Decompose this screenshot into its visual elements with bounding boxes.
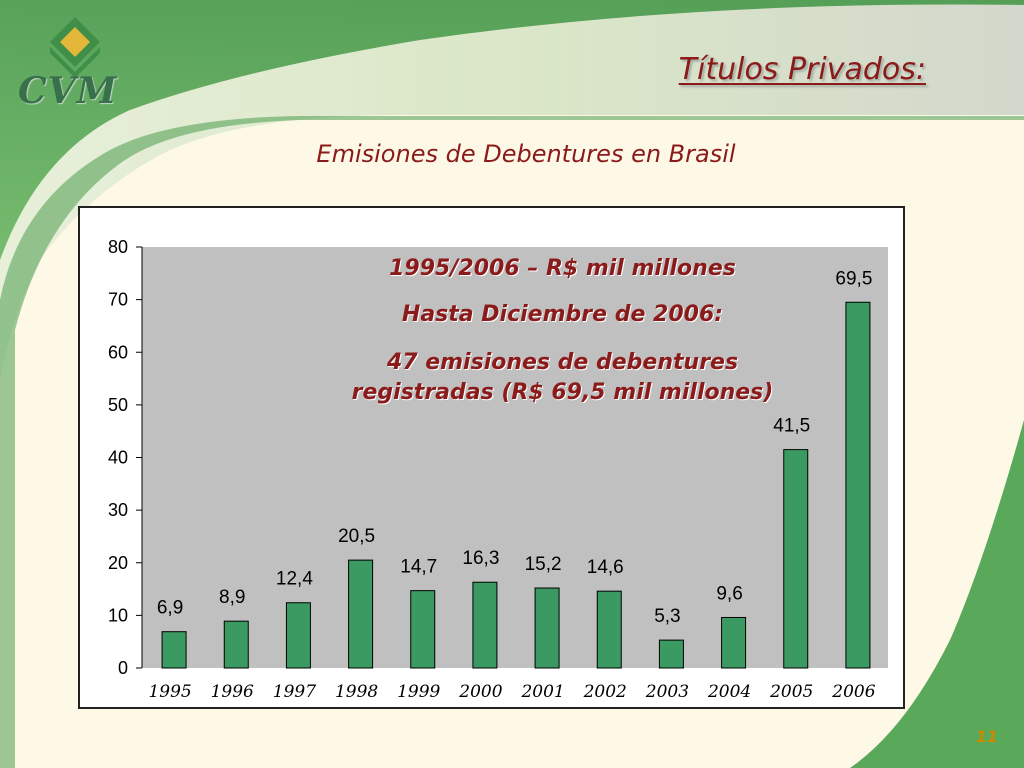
x-tick-label-2001: 2001 (520, 682, 564, 702)
y-tick-label: 0 (118, 658, 128, 678)
right-swoosh (850, 420, 1024, 768)
bar-2001 (534, 587, 560, 669)
data-label-2003: 5,3 (654, 606, 680, 627)
x-tick-label-2000: 2000 (458, 682, 502, 702)
cvm-diamond-logo-icon (50, 17, 100, 78)
data-label-1995: 6,9 (157, 598, 183, 619)
y-tick-label: 40 (108, 448, 128, 468)
bar-1997 (285, 602, 311, 669)
x-tick-label-1996: 1996 (211, 682, 254, 702)
data-label-2001: 15,2 (525, 554, 562, 575)
logo-text: CVM (18, 70, 118, 112)
bar-2003 (658, 639, 684, 669)
x-tick-label-2002: 2002 (583, 682, 627, 702)
bar-chart: 0 10 20 30 40 50 60 70 80 6,9 1995 8,9 1996 12,4 1997 2… (108, 237, 888, 702)
annotation-line-1: 1995/2006 – R$ mil millones (389, 256, 736, 281)
bar-1999 (410, 590, 436, 669)
x-tick-label-2003: 2003 (645, 682, 689, 702)
data-label-1999: 14,7 (400, 557, 437, 578)
x-tick-label-2005: 2005 (769, 682, 813, 702)
data-label-2004: 9,6 (716, 583, 742, 604)
y-tick-label: 70 (108, 290, 128, 310)
y-tick-label: 30 (108, 500, 128, 520)
data-label-2006: 69,5 (835, 268, 872, 289)
x-tick-label-1997: 1997 (273, 682, 316, 702)
chart-container: 0 10 20 30 40 50 60 70 80 6,9 1995 8,9 1996 12,4 1997 2… (78, 206, 905, 709)
x-tick-label-2004: 2004 (707, 682, 751, 702)
bar-2006 (845, 301, 871, 669)
y-tick-label: 80 (108, 237, 128, 257)
header-band (0, 0, 1024, 380)
page-number: 11 (975, 727, 998, 746)
data-label-1996: 8,9 (219, 587, 245, 608)
y-tick-label: 10 (108, 605, 128, 625)
data-label-2000: 16,3 (462, 548, 499, 569)
bar-1995 (161, 631, 187, 669)
green-swoosh (0, 0, 1024, 260)
plot-area (142, 247, 888, 668)
y-tick-label: 50 (108, 395, 128, 415)
annotation-line-2: Hasta Diciembre de 2006: (401, 302, 724, 327)
data-label-1998: 20,5 (338, 526, 375, 547)
data-label-1997: 12,4 (276, 569, 313, 590)
y-tick-label: 20 (108, 553, 128, 573)
bar-2005 (783, 449, 809, 669)
x-tick-label-2006: 2006 (831, 682, 875, 702)
data-label-2002: 14,6 (587, 557, 624, 578)
data-label-2005: 41,5 (773, 416, 810, 437)
bar-2000 (472, 581, 498, 669)
y-tick-label: 60 (108, 342, 128, 362)
bar-1998 (348, 559, 374, 669)
x-tick-label-1999: 1999 (397, 682, 440, 702)
bar-1996 (223, 620, 249, 669)
annotation-line-4: registradas (R$ 69,5 mil millones) (351, 380, 774, 405)
annotation-line-3: 47 emisiones de debentures (386, 350, 739, 375)
slide-title: Títulos Privados: (678, 52, 926, 87)
bar-2002 (596, 590, 622, 669)
x-tick-label-1998: 1998 (335, 682, 378, 702)
x-tick-label-1995: 1995 (148, 682, 191, 702)
chart-subtitle: Emisiones de Debentures en Brasil (316, 140, 736, 168)
bar-2004 (721, 616, 747, 669)
